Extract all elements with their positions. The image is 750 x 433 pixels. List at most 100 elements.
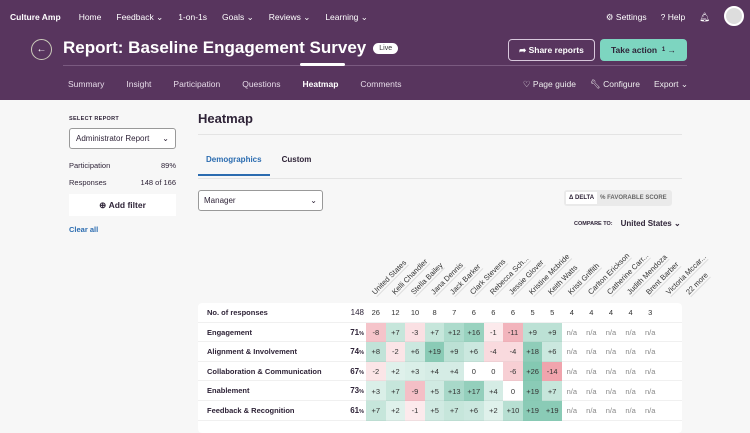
heatmap-cell[interactable]: n/a — [644, 327, 656, 337]
heatmap-cell[interactable]: n/a — [586, 367, 597, 377]
heatmap-cell[interactable]: +9 — [542, 322, 562, 343]
heatmap-cell[interactable]: +9 — [444, 342, 464, 362]
heatmap-cell[interactable]: +4 — [444, 361, 464, 382]
heatmap-cell[interactable]: -4 — [503, 342, 523, 362]
heatmap-cell[interactable]: 4 — [628, 308, 633, 318]
nav-goals[interactable]: Goals ⌄ — [222, 11, 254, 22]
heatmap-cell[interactable]: -6 — [503, 361, 523, 382]
heatmap-cell[interactable]: +2 — [385, 361, 406, 382]
heatmap-cell[interactable]: -2 — [366, 361, 386, 382]
compare-to-select[interactable]: United States ⌄ — [620, 219, 681, 228]
heatmap-cell[interactable]: +6 — [405, 342, 425, 362]
heatmap-cell[interactable]: 0 — [491, 367, 496, 377]
help-link[interactable]: ? Help — [660, 12, 686, 22]
demographic-select[interactable]: Manager ⌄ — [198, 190, 323, 211]
heatmap-cell[interactable]: n/a — [586, 386, 597, 396]
heatmap-cell[interactable]: +26 — [522, 361, 543, 382]
heatmap-cell[interactable]: 4 — [569, 308, 574, 318]
heatmap-cell[interactable]: 3 — [648, 308, 653, 318]
heatmap-cell[interactable]: n/a — [644, 406, 656, 416]
nav-learning[interactable]: Learning ⌄ — [325, 11, 368, 22]
heatmap-cell[interactable]: -8 — [366, 322, 386, 343]
heatmap-cell[interactable]: -14 — [542, 361, 562, 382]
heatmap-cell[interactable]: +19 — [542, 401, 562, 421]
heatmap-cell[interactable]: +18 — [522, 342, 543, 362]
tab-comments[interactable]: Comments — [360, 79, 402, 89]
heatmap-cell[interactable]: n/a — [586, 347, 597, 357]
heatmap-cell[interactable]: +17 — [464, 381, 484, 401]
heatmap-cell[interactable]: -3 — [405, 322, 425, 343]
notification-bell-icon[interactable]: 🔔︎ — [699, 11, 710, 22]
page-guide-link[interactable]: ♡ Page guide — [522, 79, 576, 89]
heatmap-cell[interactable]: 6 — [471, 308, 476, 318]
clear-all-link[interactable]: Clear all — [69, 225, 99, 234]
heatmap-cell[interactable]: +2 — [483, 401, 504, 421]
heatmap-cell[interactable]: +9 — [522, 322, 543, 343]
heatmap-cell[interactable]: n/a — [625, 347, 636, 357]
heatmap-cell[interactable]: n/a — [566, 367, 578, 377]
heatmap-cell[interactable]: -9 — [405, 381, 425, 401]
avatar[interactable] — [724, 6, 744, 26]
delta-toggle[interactable]: Δ DELTA — [566, 192, 598, 204]
heatmap-cell[interactable]: n/a — [625, 367, 636, 377]
heatmap-cell[interactable]: -2 — [385, 342, 406, 362]
heatmap-cell[interactable]: +6 — [464, 342, 484, 362]
nav-reviews[interactable]: Reviews ⌄ — [268, 11, 311, 22]
tab-participation[interactable]: Participation — [173, 79, 221, 89]
heatmap-cell[interactable]: +10 — [503, 401, 523, 421]
export-menu[interactable]: Export ⌄ — [653, 79, 688, 89]
heatmap-cell[interactable]: +3 — [405, 361, 425, 382]
back-button[interactable]: ← — [31, 39, 52, 60]
heatmap-cell[interactable]: 8 — [432, 308, 437, 318]
heatmap-cell[interactable]: 7 — [452, 308, 457, 318]
heatmap-cell[interactable]: n/a — [605, 367, 617, 377]
tab-insight[interactable]: Insight — [126, 79, 152, 89]
heatmap-cell[interactable]: +4 — [424, 361, 445, 382]
heatmap-cell[interactable]: +7 — [444, 401, 464, 421]
tab-heatmap[interactable]: Heatmap — [302, 79, 339, 89]
heatmap-cell[interactable]: n/a — [605, 347, 617, 357]
heatmap-cell[interactable]: 5 — [530, 308, 535, 318]
heatmap-cell[interactable]: -1 — [483, 322, 504, 343]
heatmap-cell[interactable]: +7 — [542, 381, 562, 401]
tab-summary[interactable]: Summary — [68, 79, 105, 89]
heatmap-cell[interactable]: +3 — [366, 381, 386, 401]
heatmap-cell[interactable]: 5 — [550, 308, 555, 318]
take-action-button[interactable]: Take action 1 → — [600, 39, 687, 61]
heatmap-cell[interactable]: -4 — [483, 342, 504, 362]
heatmap-cell[interactable]: -11 — [503, 322, 523, 343]
heatmap-cell[interactable]: +6 — [464, 401, 484, 421]
heatmap-cell[interactable]: n/a — [605, 406, 617, 416]
heatmap-cell[interactable]: 0 — [471, 367, 476, 377]
heatmap-cell[interactable]: +7 — [385, 322, 406, 343]
heatmap-cell[interactable]: +16 — [464, 322, 484, 343]
heatmap-cell[interactable]: +2 — [385, 401, 406, 421]
tab-custom[interactable]: Custom — [281, 155, 312, 164]
heatmap-cell[interactable]: +7 — [424, 322, 445, 343]
heatmap-cell[interactable]: +19 — [424, 342, 445, 362]
heatmap-cell[interactable]: n/a — [644, 386, 656, 396]
heatmap-cell[interactable]: n/a — [644, 367, 656, 377]
heatmap-cell[interactable]: 12 — [391, 308, 400, 318]
report-select[interactable]: Administrator Report ⌄ — [69, 128, 176, 149]
heatmap-cell[interactable]: 4 — [608, 308, 614, 318]
heatmap-cell[interactable]: n/a — [586, 406, 597, 416]
heatmap-cell[interactable]: n/a — [625, 386, 636, 396]
heatmap-cell[interactable]: 0 — [510, 386, 516, 396]
heatmap-cell[interactable]: -1 — [405, 401, 425, 421]
tab-questions[interactable]: Questions — [242, 79, 281, 89]
heatmap-cell[interactable]: +6 — [542, 342, 562, 362]
configure-link[interactable]: 🔧︎ Configure — [589, 79, 640, 89]
heatmap-cell[interactable]: +5 — [424, 381, 445, 401]
heatmap-cell[interactable]: n/a — [566, 386, 578, 396]
heatmap-cell[interactable]: +4 — [483, 381, 504, 401]
heatmap-cell[interactable]: +8 — [366, 342, 386, 362]
heatmap-cell[interactable]: +5 — [424, 401, 445, 421]
culture-amp-logo[interactable]: Culture Amp — [10, 12, 61, 22]
heatmap-cell[interactable]: 26 — [371, 308, 380, 318]
add-filter-button[interactable]: ⊕ Add filter — [69, 194, 176, 216]
heatmap-cell[interactable]: n/a — [644, 347, 656, 357]
heatmap-cell[interactable]: n/a — [566, 347, 578, 357]
heatmap-cell[interactable]: n/a — [605, 327, 617, 337]
heatmap-cell[interactable]: +12 — [444, 322, 464, 343]
